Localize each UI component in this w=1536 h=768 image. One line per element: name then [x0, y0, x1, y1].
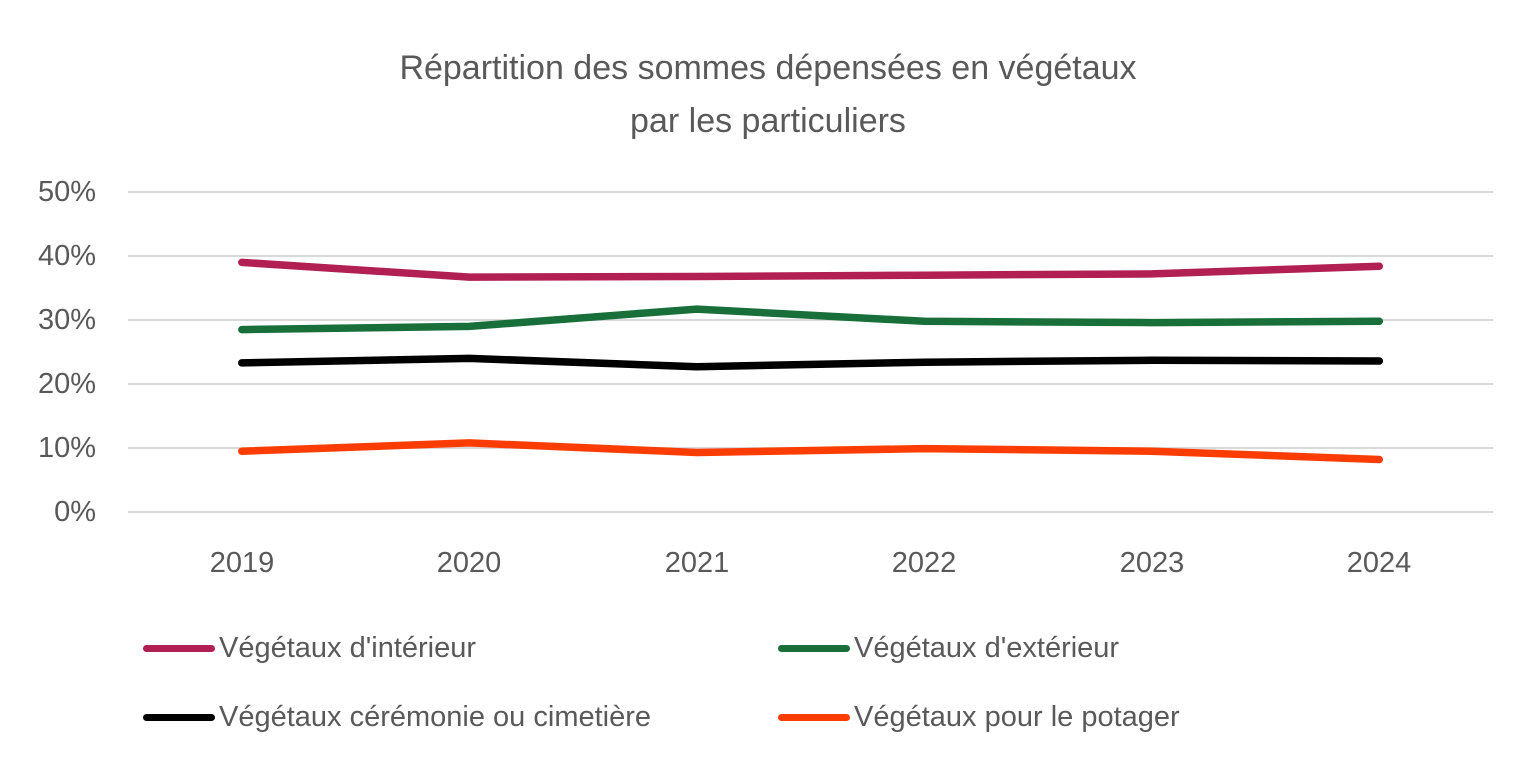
- legend-swatch-icon: [778, 713, 850, 721]
- line-vegetaux-d-interieur: [238, 258, 1384, 281]
- y-axis-tick-0: 0%: [54, 496, 96, 528]
- line-vegetaux-ceremonie-ou-cimetiere: [238, 354, 1384, 371]
- y-axis-tick-40: 40%: [37, 240, 96, 272]
- legend-swatch-icon: [778, 644, 850, 652]
- legend-label: Végétaux d'extérieur: [854, 631, 1120, 664]
- y-axis-tick-10: 10%: [37, 432, 96, 464]
- y-axis-tick-20: 20%: [37, 368, 96, 400]
- x-axis-tick-2022: 2022: [891, 547, 957, 579]
- line-vegetaux-d-exterieur: [238, 305, 1384, 334]
- x-axis-tick-2024: 2024: [1346, 547, 1412, 579]
- line-vegetaux-pour-le-potager: [238, 439, 1384, 464]
- legend-label: Végétaux cérémonie ou cimetière: [219, 700, 652, 733]
- y-axis-tick-30: 30%: [37, 304, 96, 336]
- chart-title: Répartition des sommes dépensées en végé…: [399, 49, 1137, 140]
- x-axis-tick-2019: 2019: [209, 547, 275, 579]
- y-axis-tick-50: 50%: [37, 176, 96, 208]
- legend-swatch-icon: [143, 644, 215, 652]
- legend-item-vegetaux-d-interieur: Végétaux d'intérieur: [143, 628, 476, 668]
- x-axis-tick-2021: 2021: [664, 547, 730, 579]
- legend-label: Végétaux pour le potager: [854, 700, 1180, 733]
- legend-swatch-icon: [143, 713, 215, 721]
- legend-item-vegetaux-ceremonie-ou-cimetiere: Végétaux cérémonie ou cimetière: [143, 697, 651, 737]
- legend-label: Végétaux d'intérieur: [219, 631, 477, 664]
- x-axis-tick-2023: 2023: [1119, 547, 1185, 579]
- legend-item-vegetaux-d-exterieur: Végétaux d'extérieur: [778, 628, 1119, 668]
- x-axis-tick-2020: 2020: [436, 547, 502, 579]
- gridlines: [128, 191, 1493, 513]
- legend-item-vegetaux-pour-le-potager: Végétaux pour le potager: [778, 697, 1180, 737]
